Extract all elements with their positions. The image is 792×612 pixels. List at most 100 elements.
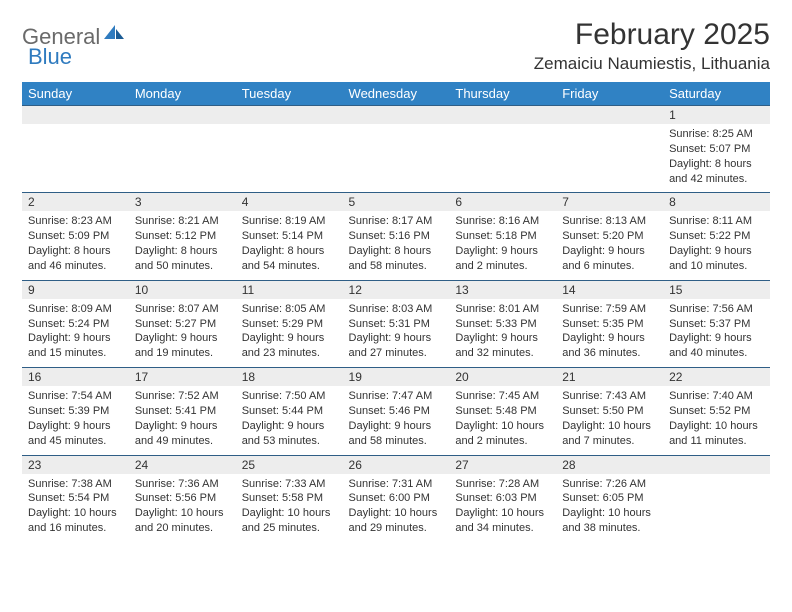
day-number: 3: [129, 193, 236, 212]
content-row: Sunrise: 8:25 AMSunset: 5:07 PMDaylight:…: [22, 124, 770, 193]
daylight-text: Daylight: 8 hours and 58 minutes.: [349, 244, 444, 274]
daylight-text: Daylight: 9 hours and 36 minutes.: [562, 331, 657, 361]
sunset-text: Sunset: 5:14 PM: [242, 229, 337, 244]
sunrise-text: Sunrise: 7:26 AM: [562, 477, 657, 492]
daylight-text: Daylight: 10 hours and 25 minutes.: [242, 506, 337, 536]
day-cell: Sunrise: 8:13 AMSunset: 5:20 PMDaylight:…: [556, 211, 663, 280]
day-number: 26: [343, 455, 450, 474]
day-number: 19: [343, 368, 450, 387]
daynum-row: 9101112131415: [22, 280, 770, 299]
sunset-text: Sunset: 5:54 PM: [28, 491, 123, 506]
daynum-row: 2345678: [22, 193, 770, 212]
sunrise-text: Sunrise: 8:21 AM: [135, 214, 230, 229]
daynum-row: 232425262728: [22, 455, 770, 474]
sunset-text: Sunset: 5:50 PM: [562, 404, 657, 419]
day-number: 16: [22, 368, 129, 387]
sunrise-text: Sunrise: 8:07 AM: [135, 302, 230, 317]
content-row: Sunrise: 7:54 AMSunset: 5:39 PMDaylight:…: [22, 386, 770, 455]
day-number: 2: [22, 193, 129, 212]
sunset-text: Sunset: 5:12 PM: [135, 229, 230, 244]
day-cell: [556, 124, 663, 193]
sunset-text: Sunset: 5:41 PM: [135, 404, 230, 419]
day-cell: [663, 474, 770, 542]
day-number: [236, 106, 343, 125]
day-cell: [129, 124, 236, 193]
sunrise-text: Sunrise: 8:09 AM: [28, 302, 123, 317]
day-cell: [449, 124, 556, 193]
calendar-body: 1Sunrise: 8:25 AMSunset: 5:07 PMDaylight…: [22, 106, 770, 542]
day-number: 23: [22, 455, 129, 474]
day-cell: Sunrise: 8:16 AMSunset: 5:18 PMDaylight:…: [449, 211, 556, 280]
daylight-text: Daylight: 10 hours and 38 minutes.: [562, 506, 657, 536]
day-cell: Sunrise: 7:26 AMSunset: 6:05 PMDaylight:…: [556, 474, 663, 542]
day-number: 12: [343, 280, 450, 299]
daylight-text: Daylight: 9 hours and 27 minutes.: [349, 331, 444, 361]
weekday-header: Thursday: [449, 82, 556, 106]
day-number: [556, 106, 663, 125]
weekday-header: Sunday: [22, 82, 129, 106]
weekday-header-row: Sunday Monday Tuesday Wednesday Thursday…: [22, 82, 770, 106]
calendar-table: Sunday Monday Tuesday Wednesday Thursday…: [22, 82, 770, 542]
day-number: 5: [343, 193, 450, 212]
sunrise-text: Sunrise: 7:40 AM: [669, 389, 764, 404]
day-cell: Sunrise: 7:28 AMSunset: 6:03 PMDaylight:…: [449, 474, 556, 542]
day-cell: Sunrise: 7:43 AMSunset: 5:50 PMDaylight:…: [556, 386, 663, 455]
month-title: February 2025: [534, 18, 770, 52]
sunset-text: Sunset: 5:22 PM: [669, 229, 764, 244]
day-cell: Sunrise: 7:59 AMSunset: 5:35 PMDaylight:…: [556, 299, 663, 368]
day-cell: Sunrise: 7:31 AMSunset: 6:00 PMDaylight:…: [343, 474, 450, 542]
daylight-text: Daylight: 9 hours and 2 minutes.: [455, 244, 550, 274]
sunset-text: Sunset: 6:05 PM: [562, 491, 657, 506]
sunset-text: Sunset: 5:56 PM: [135, 491, 230, 506]
day-number: 21: [556, 368, 663, 387]
weekday-header: Saturday: [663, 82, 770, 106]
logo-sail-icon: [103, 24, 125, 47]
day-cell: [22, 124, 129, 193]
sunset-text: Sunset: 5:24 PM: [28, 317, 123, 332]
day-cell: Sunrise: 8:07 AMSunset: 5:27 PMDaylight:…: [129, 299, 236, 368]
title-block: February 2025 Zemaiciu Naumiestis, Lithu…: [534, 18, 770, 74]
sunrise-text: Sunrise: 8:03 AM: [349, 302, 444, 317]
daylight-text: Daylight: 8 hours and 50 minutes.: [135, 244, 230, 274]
day-number: 6: [449, 193, 556, 212]
sunrise-text: Sunrise: 8:16 AM: [455, 214, 550, 229]
daylight-text: Daylight: 10 hours and 2 minutes.: [455, 419, 550, 449]
day-cell: Sunrise: 7:52 AMSunset: 5:41 PMDaylight:…: [129, 386, 236, 455]
sunrise-text: Sunrise: 8:01 AM: [455, 302, 550, 317]
daylight-text: Daylight: 9 hours and 32 minutes.: [455, 331, 550, 361]
sunset-text: Sunset: 5:20 PM: [562, 229, 657, 244]
logo-blue-wrap: Blue: [28, 44, 72, 70]
day-cell: Sunrise: 7:56 AMSunset: 5:37 PMDaylight:…: [663, 299, 770, 368]
day-number: 13: [449, 280, 556, 299]
daylight-text: Daylight: 9 hours and 58 minutes.: [349, 419, 444, 449]
day-number: 14: [556, 280, 663, 299]
day-number: [343, 106, 450, 125]
content-row: Sunrise: 8:23 AMSunset: 5:09 PMDaylight:…: [22, 211, 770, 280]
day-number: [663, 455, 770, 474]
day-number: 25: [236, 455, 343, 474]
day-number: 11: [236, 280, 343, 299]
sunrise-text: Sunrise: 8:11 AM: [669, 214, 764, 229]
day-number: 7: [556, 193, 663, 212]
daylight-text: Daylight: 9 hours and 6 minutes.: [562, 244, 657, 274]
day-cell: [343, 124, 450, 193]
daylight-text: Daylight: 8 hours and 46 minutes.: [28, 244, 123, 274]
day-cell: Sunrise: 8:03 AMSunset: 5:31 PMDaylight:…: [343, 299, 450, 368]
day-cell: Sunrise: 8:11 AMSunset: 5:22 PMDaylight:…: [663, 211, 770, 280]
day-number: 22: [663, 368, 770, 387]
day-number: [129, 106, 236, 125]
sunrise-text: Sunrise: 7:50 AM: [242, 389, 337, 404]
day-cell: Sunrise: 8:21 AMSunset: 5:12 PMDaylight:…: [129, 211, 236, 280]
daylight-text: Daylight: 10 hours and 16 minutes.: [28, 506, 123, 536]
day-cell: Sunrise: 8:17 AMSunset: 5:16 PMDaylight:…: [343, 211, 450, 280]
sunset-text: Sunset: 5:29 PM: [242, 317, 337, 332]
day-number: 28: [556, 455, 663, 474]
sunrise-text: Sunrise: 7:36 AM: [135, 477, 230, 492]
sunrise-text: Sunrise: 7:33 AM: [242, 477, 337, 492]
day-cell: Sunrise: 8:01 AMSunset: 5:33 PMDaylight:…: [449, 299, 556, 368]
sunrise-text: Sunrise: 7:28 AM: [455, 477, 550, 492]
sunrise-text: Sunrise: 7:54 AM: [28, 389, 123, 404]
location: Zemaiciu Naumiestis, Lithuania: [534, 54, 770, 74]
day-number: 27: [449, 455, 556, 474]
sunrise-text: Sunrise: 8:25 AM: [669, 127, 764, 142]
